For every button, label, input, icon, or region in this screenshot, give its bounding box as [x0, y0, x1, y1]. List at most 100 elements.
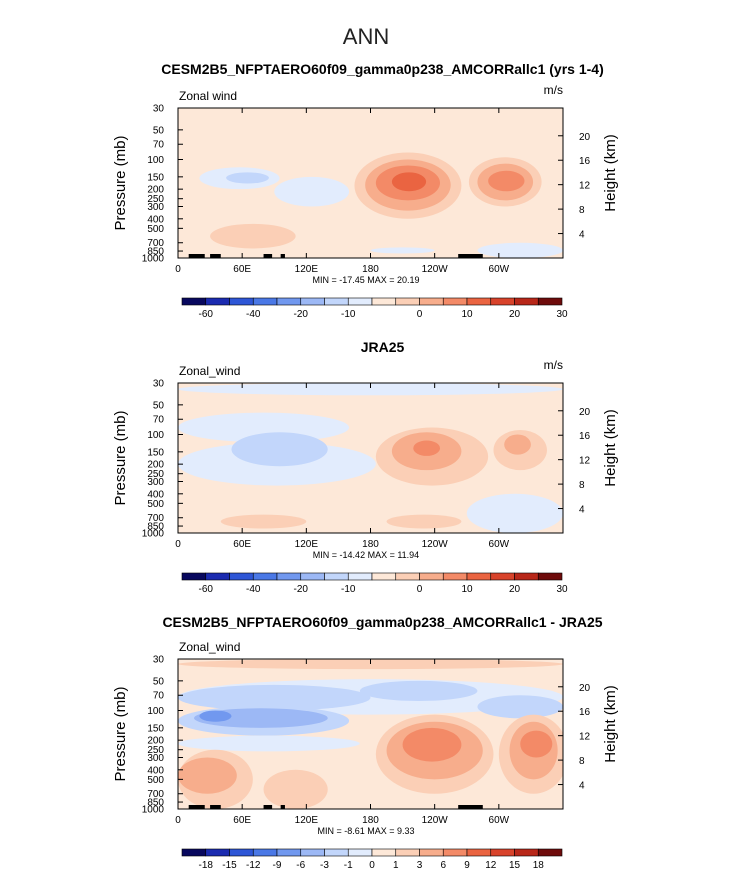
colorbar-label: 10: [461, 309, 473, 320]
colorbar-swatch: [252, 297, 278, 306]
y2-axis-label: Height (km): [602, 409, 619, 487]
colorbar-swatch: [229, 297, 254, 306]
colorbar-label: -40: [246, 309, 261, 320]
panel-title: CESM2B5_NFPTAERO60f09_gamma0p238_AMCORRa…: [161, 61, 603, 77]
panel-title: CESM2B5_NFPTAERO60f09_gamma0p238_AMCORRa…: [162, 614, 602, 630]
height-tick-label: 12: [579, 732, 591, 743]
colorbar-swatch: [324, 848, 349, 857]
contour-field: [178, 383, 563, 533]
y-tick-label: 700: [147, 789, 164, 800]
colorbar-swatch: [466, 848, 492, 857]
colorbar-swatch: [181, 297, 207, 306]
x-tick-label: 120E: [295, 539, 319, 550]
colorbar-label: -15: [222, 860, 237, 871]
contour-region: [220, 514, 307, 529]
colorbar-swatch: [419, 572, 444, 581]
contour-region: [178, 383, 563, 396]
colorbar-label: 6: [440, 860, 446, 871]
topography-mask: [280, 254, 285, 258]
topography-mask: [263, 254, 273, 258]
colorbar-swatch: [276, 572, 302, 581]
colorbar-label: 20: [509, 584, 521, 595]
contour-region: [178, 412, 350, 443]
colorbar-swatch: [371, 572, 397, 581]
colorbar-swatch: [419, 297, 444, 306]
height-tick-label: 12: [579, 456, 591, 467]
panel-3: CESM2B5_NFPTAERO60f09_gamma0p238_AMCORRa…: [112, 614, 619, 871]
x-tick-label: 0: [175, 264, 181, 275]
colorbar-swatch: [371, 848, 397, 857]
colorbar-label: -3: [320, 860, 329, 871]
contour-region: [263, 769, 328, 809]
x-tick-label: 120W: [422, 815, 449, 826]
x-tick-label: 0: [175, 539, 181, 550]
y-tick-label: 300: [147, 477, 164, 488]
y-axis-label: Pressure (mb): [112, 135, 129, 230]
height-tick-label: 20: [579, 407, 591, 418]
colorbar-swatch: [324, 572, 349, 581]
y-tick-label: 100: [147, 430, 164, 441]
colorbar: -18 -15 -12 -9 -6 -3 -1 0 1 3 6 9 12 15 18: [181, 848, 563, 871]
colorbar-swatch: [490, 848, 515, 857]
colorbar-swatch: [442, 848, 468, 857]
colorbar-swatch: [395, 572, 420, 581]
y-tick-label: 50: [153, 125, 165, 136]
contour-region: [477, 695, 563, 719]
contour-region: [477, 242, 563, 258]
y-tick-label: 200: [147, 185, 164, 196]
topography-mask: [188, 805, 205, 809]
figure-title: ANN: [343, 24, 389, 49]
colorbar-swatch: [276, 848, 302, 857]
y-tick-label: 700: [147, 513, 164, 524]
contour-region: [210, 223, 296, 249]
colorbar-label: 15: [509, 860, 521, 871]
colorbar: -60 -40 -20 -10 0 10 20 30: [181, 572, 568, 595]
y-tick-label: 850: [147, 798, 164, 809]
colorbar-label: -12: [246, 860, 261, 871]
colorbar-swatch: [324, 297, 349, 306]
colorbar-swatch: [347, 848, 373, 857]
height-tick-label: 8: [579, 205, 585, 216]
colorbar-label: 30: [556, 584, 568, 595]
contour-region: [386, 514, 462, 529]
units-label: m/s: [544, 358, 563, 372]
y-tick-label: 50: [153, 400, 165, 411]
colorbar-swatch: [252, 848, 278, 857]
variable-label: Zonal_wind: [179, 364, 240, 378]
contour-region: [504, 434, 531, 455]
contour-region: [274, 176, 350, 207]
colorbar-swatch: [181, 848, 207, 857]
height-tick-label: 4: [579, 781, 585, 792]
colorbar-label: -60: [199, 584, 214, 595]
contour-region: [178, 684, 371, 711]
y-tick-label: 250: [147, 469, 164, 480]
colorbar-swatch: [490, 572, 515, 581]
x-tick-label: 60E: [233, 264, 251, 275]
y-axis-label: Pressure (mb): [112, 410, 129, 505]
x-tick-label: 60W: [489, 539, 510, 550]
height-tick-label: 20: [579, 683, 591, 694]
contour-region: [231, 432, 328, 467]
topography-mask: [188, 254, 205, 258]
colorbar-swatch: [466, 297, 492, 306]
colorbar-swatch: [205, 848, 230, 857]
x-tick-label: 120W: [422, 539, 449, 550]
y-tick-label: 1000: [142, 805, 165, 816]
colorbar-swatch: [347, 297, 373, 306]
height-tick-label: 20: [579, 132, 591, 143]
topography-mask: [263, 805, 273, 809]
units-label: m/s: [544, 83, 563, 97]
colorbar-swatch: [419, 848, 444, 857]
y-tick-label: 100: [147, 706, 164, 717]
colorbar-label: 1: [393, 860, 399, 871]
contour-region: [226, 172, 269, 184]
y-tick-label: 200: [147, 460, 164, 471]
colorbar-label: 9: [464, 860, 470, 871]
colorbar-swatch: [514, 848, 539, 857]
topography-mask: [280, 805, 285, 809]
colorbar-swatch: [300, 572, 325, 581]
y-tick-label: 70: [153, 415, 165, 426]
height-tick-label: 16: [579, 431, 591, 442]
height-tick-label: 16: [579, 156, 591, 167]
